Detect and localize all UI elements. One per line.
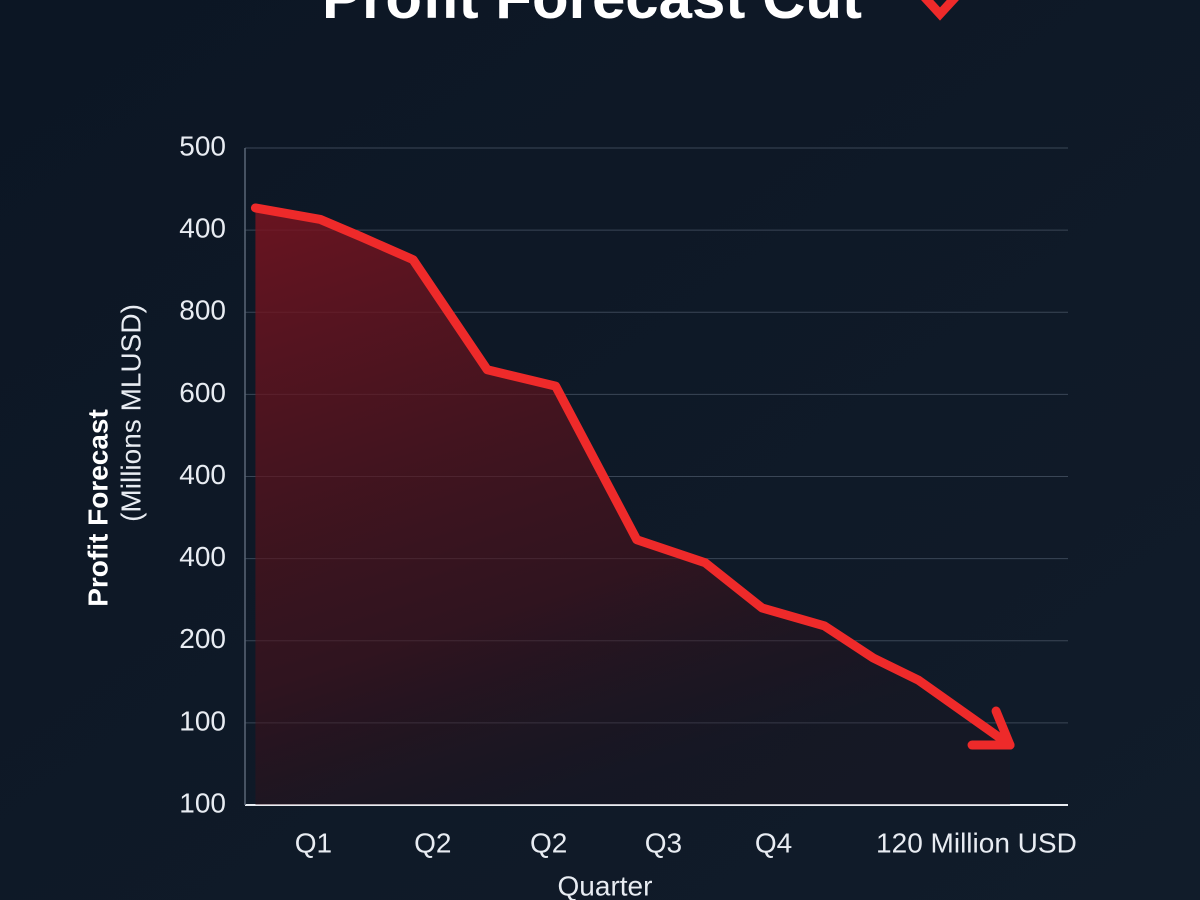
y-tick-label: 400 [179,541,226,572]
y-tick-label: 100 [179,705,226,736]
chart-title: Profit Forecast Cut [322,0,862,31]
y-tick-label: 200 [179,623,226,654]
x-axis-label: Quarter [558,870,653,900]
y-axis-label: (Millions MLUSD) [115,304,146,522]
x-tick-label: Q4 [755,827,792,858]
plot-area: 100 100 200 400 400 600 800 400 500 Q1 Q2 Q2 Q3 Q4 120… [179,130,1077,858]
y-tick-label: 400 [179,459,226,490]
y-tick-label: 500 [179,130,226,161]
y-tick-label: 800 [179,295,226,326]
x-tick-label: Q3 [645,827,682,858]
area [255,207,1011,806]
y-tick-label: 600 [179,377,226,408]
x-tick-label: 120 Million USD [876,827,1077,858]
x-tick-label: Q2 [530,827,567,858]
title-arrow [921,0,959,21]
line [250,203,1015,750]
y-tick-label: 400 [179,213,226,244]
arrow-head [967,706,1015,750]
y-tick-label: 100 [179,787,226,818]
y-axis-label: Profit Forecast [82,409,113,607]
x-tick-label: Q2 [414,827,451,858]
x-tick-label: Q1 [295,827,332,858]
